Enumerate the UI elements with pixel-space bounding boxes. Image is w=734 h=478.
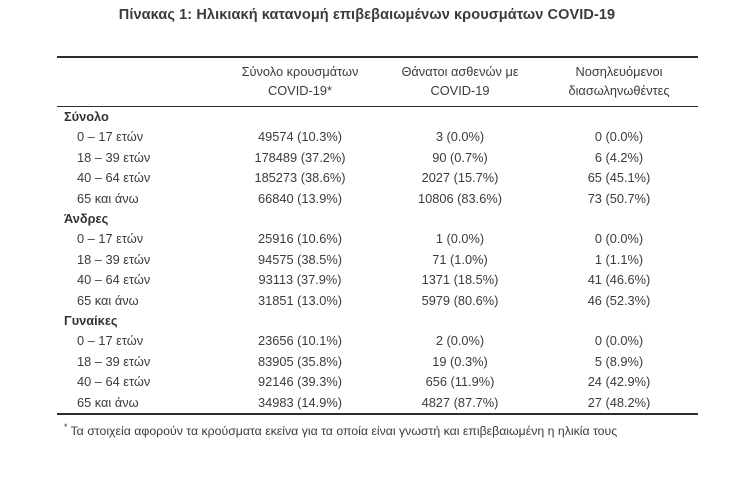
age-label: 40 – 64 ετών <box>77 374 151 390</box>
cases-value: 185273 (38.6%) <box>254 170 346 186</box>
deaths-value: 1 (0.0%) <box>435 231 485 247</box>
table-row: 40 – 64 ετών 93113 (37.9%) 1371 (18.5%) … <box>57 270 698 290</box>
header-total-cases-line1: Σύνολο κρουσμάτων <box>241 64 359 79</box>
footnote-text: Τα στοιχεία αφορούν τα κρούσματα εκείνα … <box>70 424 618 439</box>
age-label: 40 – 64 ετών <box>77 272 151 288</box>
age-label: 65 και άνω <box>77 190 139 206</box>
table-row: 40 – 64 ετών 92146 (39.3%) 656 (11.9%) 2… <box>57 372 698 392</box>
cases-value: 34983 (14.9%) <box>258 394 342 410</box>
deaths-value: 5979 (80.6%) <box>421 292 499 308</box>
table-row: 18 – 39 ετών 178489 (37.2%) 90 (0.7%) 6 … <box>57 148 698 168</box>
age-label: 65 και άνω <box>77 292 139 308</box>
header-total-cases: Σύνολο κρουσμάτων COVID-19* <box>220 57 380 107</box>
deaths-value: 19 (0.3%) <box>432 353 488 369</box>
age-label: 18 – 39 ετών <box>77 149 151 165</box>
cases-value: 93113 (37.9%) <box>258 272 342 288</box>
header-deaths-line2: COVID-19 <box>430 82 490 98</box>
intubated-value: 73 (50.7%) <box>587 190 651 206</box>
header-deaths-line1: Θάνατοι ασθενών με <box>401 64 519 79</box>
section-header-row: Γυναίκες <box>57 311 698 331</box>
table-footnote: * Τα στοιχεία αφορούν τα κρούσματα εκείνα… <box>57 419 698 439</box>
section-header-row: Άνδρες <box>57 209 698 229</box>
intubated-value: 5 (8.9%) <box>594 353 644 369</box>
table-row: 65 και άνω 31851 (13.0%) 5979 (80.6%) 46… <box>57 291 698 311</box>
cases-value: 178489 (37.2%) <box>254 149 346 165</box>
deaths-value: 2027 (15.7%) <box>421 170 499 186</box>
deaths-value: 90 (0.7%) <box>432 149 488 165</box>
section-label-women: Γυναίκες <box>64 313 118 329</box>
cases-value: 31851 (13.0%) <box>258 292 342 308</box>
section-label-total: Σύνολο <box>64 109 109 124</box>
header-row: Σύνολο κρουσμάτων COVID-19* Θάνατοι ασθε… <box>57 57 698 107</box>
age-label: 0 – 17 ετών <box>77 129 144 145</box>
data-table: Σύνολο κρουσμάτων COVID-19* Θάνατοι ασθε… <box>57 56 698 416</box>
header-empty <box>57 57 220 107</box>
table-body: Σύνολο 0 – 17 ετών 49574 (10.3%) 3 (0.0%… <box>57 107 698 415</box>
intubated-value: 6 (4.2%) <box>594 149 644 165</box>
table-row: 0 – 17 ετών 23656 (10.1%) 2 (0.0%) 0 (0.… <box>57 331 698 351</box>
age-label: 18 – 39 ετών <box>77 251 151 267</box>
table-header: Σύνολο κρουσμάτων COVID-19* Θάνατοι ασθε… <box>57 57 698 107</box>
intubated-value: 0 (0.0%) <box>594 333 644 349</box>
age-label: 65 και άνω <box>77 394 139 410</box>
intubated-value: 27 (48.2%) <box>587 394 651 410</box>
section-header-row: Σύνολο <box>57 107 698 128</box>
table-row: 0 – 17 ετών 49574 (10.3%) 3 (0.0%) 0 (0.… <box>57 127 698 147</box>
table-row: 18 – 39 ετών 83905 (35.8%) 19 (0.3%) 5 (… <box>57 352 698 372</box>
header-deaths: Θάνατοι ασθενών με COVID-19 <box>380 57 540 107</box>
section-label-men: Άνδρες <box>64 211 109 227</box>
deaths-value: 4827 (87.7%) <box>421 394 499 410</box>
cases-value: 66840 (13.9%) <box>258 190 342 206</box>
cases-value: 23656 (10.1%) <box>258 333 342 349</box>
deaths-value: 656 (11.9%) <box>425 374 495 390</box>
age-label: 0 – 17 ετών <box>77 333 144 349</box>
deaths-value: 10806 (83.6%) <box>418 190 502 206</box>
cases-value: 49574 (10.3%) <box>258 129 342 145</box>
footnote-asterisk: * <box>64 422 68 433</box>
intubated-value: 1 (1.1%) <box>594 251 644 267</box>
cases-value: 83905 (35.8%) <box>258 353 342 369</box>
table-row: 65 και άνω 34983 (14.9%) 4827 (87.7%) 27… <box>57 393 698 414</box>
intubated-value: 24 (42.9%) <box>587 374 651 390</box>
intubated-value: 46 (52.3%) <box>587 292 651 308</box>
cases-value: 94575 (38.5%) <box>258 251 342 267</box>
intubated-value: 41 (46.6%) <box>587 272 651 288</box>
intubated-value: 65 (45.1%) <box>587 170 651 186</box>
table-title: Πίνακας 1: Ηλικιακή κατανομή επιβεβαιωμέ… <box>118 7 616 23</box>
table-row: 18 – 39 ετών 94575 (38.5%) 71 (1.0%) 1 (… <box>57 250 698 270</box>
cases-value: 92146 (39.3%) <box>258 374 342 390</box>
covid-age-distribution-table: Σύνολο κρουσμάτων COVID-19* Θάνατοι ασθε… <box>57 56 698 439</box>
intubated-value: 0 (0.0%) <box>594 129 644 145</box>
table-row: 40 – 64 ετών 185273 (38.6%) 2027 (15.7%)… <box>57 168 698 188</box>
age-label: 0 – 17 ετών <box>77 231 144 247</box>
deaths-value: 3 (0.0%) <box>435 129 485 145</box>
deaths-value: 1371 (18.5%) <box>421 272 499 288</box>
header-intubated-line2: διασωληνωθέντες <box>568 82 670 98</box>
cases-value: 25916 (10.6%) <box>258 231 342 247</box>
age-label: 18 – 39 ετών <box>77 353 151 369</box>
header-total-cases-line2: COVID-19* <box>267 82 332 98</box>
deaths-value: 2 (0.0%) <box>435 333 485 349</box>
age-label: 40 – 64 ετών <box>77 170 151 186</box>
intubated-value: 0 (0.0%) <box>594 231 644 247</box>
header-intubated-line1: Νοσηλευόμενοι <box>575 64 663 79</box>
table-row: 65 και άνω 66840 (13.9%) 10806 (83.6%) 7… <box>57 189 698 209</box>
table-row: 0 – 17 ετών 25916 (10.6%) 1 (0.0%) 0 (0.… <box>57 229 698 249</box>
header-intubated: Νοσηλευόμενοι διασωληνωθέντες <box>540 57 698 107</box>
deaths-value: 71 (1.0%) <box>432 251 488 267</box>
